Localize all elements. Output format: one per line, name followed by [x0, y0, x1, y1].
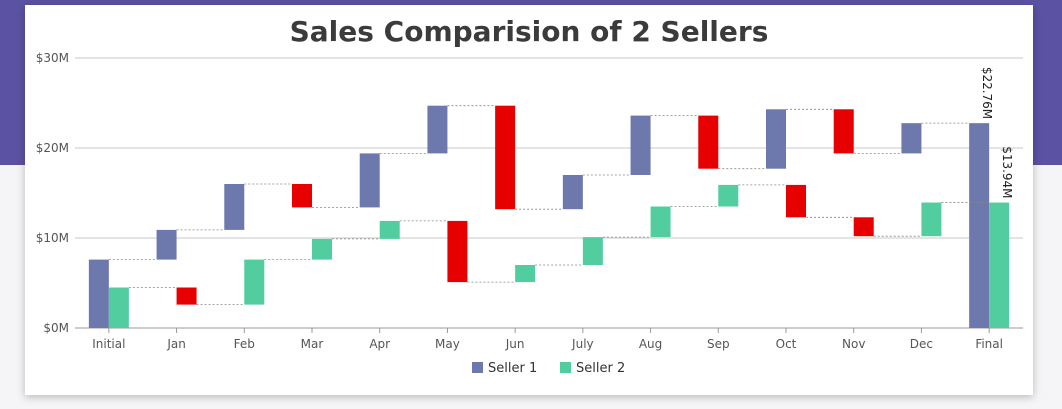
bar-seller-2-jun [515, 265, 536, 283]
decrease-bar-seller-2-jan [176, 287, 197, 305]
bar-seller-2-aug [650, 206, 671, 238]
x-tick-label: Jan [166, 337, 186, 351]
y-tick-label: $30M [36, 51, 69, 65]
x-tick-label: Apr [369, 337, 390, 351]
bar-seller-2-final [989, 202, 1010, 328]
bar-seller-1-aug [630, 115, 651, 175]
x-tick-label: July [571, 337, 594, 351]
x-tick-label: Sep [707, 337, 730, 351]
bar-seller-2-initial [108, 287, 129, 328]
x-tick-label: Final [975, 337, 1003, 351]
decrease-bar-seller-1-jun [495, 105, 516, 210]
bar-seller-2-apr [379, 220, 400, 239]
y-tick-label: $0M [43, 321, 69, 335]
x-tick-label: May [435, 337, 460, 351]
final-data-label: $13.94M [1000, 146, 1014, 198]
x-tick-label: Initial [92, 337, 125, 351]
bar-seller-2-mar [312, 238, 332, 260]
bar-seller-1-initial [88, 259, 109, 328]
bar-seller-2-july [582, 237, 603, 265]
decrease-bar-seller-1-mar [292, 184, 312, 208]
bar-seller-2-feb [244, 259, 265, 305]
legend-swatch [560, 362, 571, 373]
bar-seller-1-oct [766, 109, 786, 169]
y-tick-label: $10M [36, 231, 69, 245]
decrease-bar-seller-2-oct [786, 184, 806, 218]
x-tick-label: Nov [842, 337, 865, 351]
decrease-bar-seller-2-may [447, 220, 468, 283]
legend-swatch [472, 362, 483, 373]
decrease-bar-seller-1-sep [698, 115, 719, 169]
bar-seller-2-sep [718, 184, 739, 207]
x-tick-label: Mar [301, 337, 324, 351]
bar-seller-1-july [562, 175, 583, 210]
bar-seller-1-apr [359, 153, 380, 208]
legend-label: Seller 1 [488, 361, 537, 376]
bar-seller-1-dec [901, 123, 922, 154]
chart-card: Sales Comparision of 2 Sellers $0M $10M $2… [25, 5, 1033, 395]
bar-seller-1-final [969, 123, 990, 328]
bar-seller-1-feb [224, 184, 245, 230]
x-tick-label: Aug [639, 337, 662, 351]
x-tick-label: Feb [234, 337, 255, 351]
waterfall-chart: $0M $10M $20M $30M Initial Jan Feb Mar Apr May Jun… [36, 51, 1023, 376]
x-tick-label: Oct [776, 337, 797, 351]
final-data-label: $22.76M [980, 67, 994, 119]
decrease-bar-seller-2-nov [853, 217, 874, 237]
legend-label: Seller 2 [576, 361, 625, 376]
bar-seller-2-dec [921, 202, 942, 237]
bar-seller-1-may [427, 105, 448, 154]
decrease-bar-seller-1-nov [833, 109, 854, 154]
x-tick-label: Jun [505, 337, 525, 351]
x-tick-label: Dec [910, 337, 933, 351]
y-tick-label: $20M [36, 141, 69, 155]
chart-title: Sales Comparision of 2 Sellers [289, 15, 769, 48]
bar-seller-1-jan [156, 229, 177, 260]
